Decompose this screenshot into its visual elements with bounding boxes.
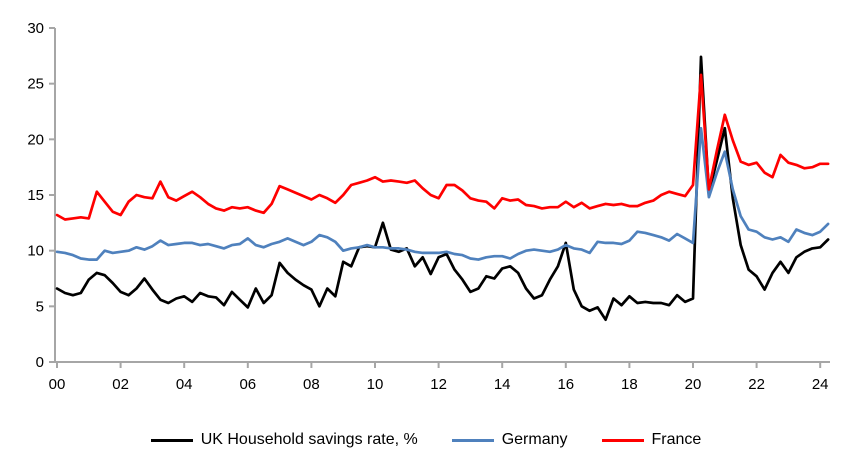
x-axis-tick-label: 10 (367, 376, 384, 393)
x-axis-tick-label: 22 (748, 376, 765, 393)
x-axis-tick-label: 20 (685, 376, 702, 393)
x-axis-tick-label: 24 (812, 376, 829, 393)
legend-label-germany: Germany (501, 431, 568, 448)
x-axis-tick-label: 16 (557, 376, 574, 393)
legend-line-germany (451, 438, 494, 442)
x-axis-tick-label: 04 (176, 376, 193, 393)
legend-item-uk: UK Household savings rate, % (150, 431, 418, 449)
y-axis-tick-label: 25 (27, 76, 44, 93)
legend-label-uk: UK Household savings rate, % (200, 431, 418, 448)
x-axis-tick-label: 02 (112, 376, 129, 393)
y-axis-tick-label: 0 (36, 354, 44, 371)
legend-item-france: France (601, 431, 702, 449)
y-axis-tick-label: 5 (36, 298, 44, 315)
legend-label-france: France (651, 431, 702, 448)
x-axis-tick-label: 14 (494, 376, 511, 393)
chart-canvas: 0 5 10 15 20 25 30 00 02 04 06 08 10 12 14 16 18 20 22 24 (27, 20, 830, 393)
x-axis-tick-label: 18 (621, 376, 638, 393)
y-axis-tick-label: 15 (27, 187, 44, 204)
legend: UK Household savings rate, % Germany Fra… (0, 431, 852, 449)
y-axis-tick-label: 20 (27, 131, 44, 148)
x-axis-tick-label: 00 (49, 376, 66, 393)
x-axis-tick-label: 12 (430, 376, 447, 393)
legend-line-uk (150, 438, 193, 442)
series-line-france (55, 73, 830, 221)
series-line-germany (55, 126, 830, 261)
legend-line-france (601, 438, 644, 442)
legend-item-germany: Germany (451, 431, 568, 449)
x-axis-tick-label: 08 (303, 376, 320, 393)
x-axis-tick-label: 06 (239, 376, 256, 393)
y-axis-tick-label: 10 (27, 243, 44, 260)
y-axis-tick-label: 30 (27, 20, 44, 37)
